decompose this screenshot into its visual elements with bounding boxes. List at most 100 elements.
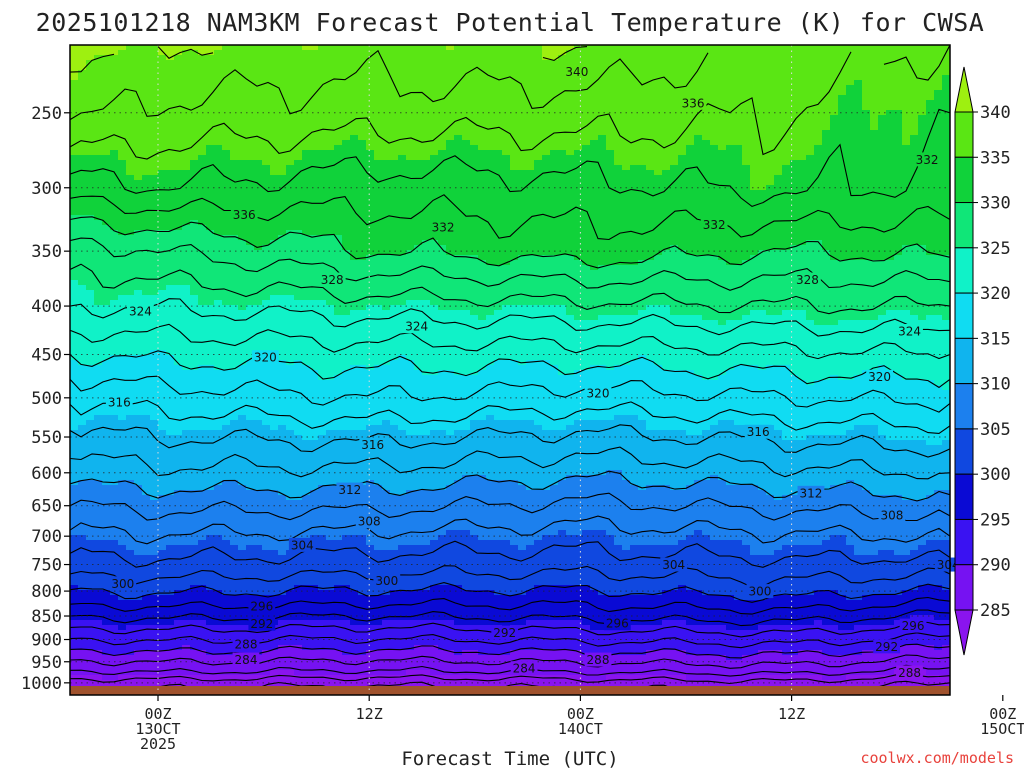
x-tick-label: 13OCT (135, 720, 180, 738)
field-cell (262, 650, 343, 656)
field-cell (814, 320, 839, 326)
contour-label-bg (232, 652, 260, 667)
field-cell (358, 135, 455, 141)
field-cell (414, 365, 487, 371)
field-cell (790, 160, 950, 166)
field-cell (134, 650, 207, 656)
field-cell (350, 255, 367, 261)
field-cell (822, 620, 895, 626)
field-cell (694, 140, 711, 146)
field-cell (678, 540, 743, 546)
isentrope-284 (70, 673, 950, 685)
field-cell (342, 535, 367, 541)
contour-label-bg (105, 394, 133, 409)
field-cell (726, 370, 791, 376)
field-cell (142, 490, 175, 496)
contour-label: 320 (254, 351, 277, 365)
colorbar-label: 330 (980, 194, 1011, 214)
colorbar-label: 340 (980, 103, 1011, 123)
field-cell (70, 440, 927, 446)
field-cell (70, 85, 847, 91)
field-cell (70, 220, 103, 226)
field-cell (134, 230, 215, 236)
isentrope-298 (70, 596, 950, 615)
contour-label-bg (584, 385, 612, 400)
field-cell (278, 645, 303, 651)
field-cell (758, 485, 831, 491)
field-cell (70, 315, 479, 321)
field-cell (446, 430, 455, 436)
field-cell (70, 370, 319, 376)
field-cell (70, 375, 319, 381)
y-tick-label: 900 (31, 631, 62, 651)
field-cell (270, 295, 295, 301)
field-cell (566, 530, 583, 536)
field-cell (70, 495, 151, 501)
isentrope-290 (70, 643, 950, 659)
field-cell (830, 125, 871, 131)
field-cell (926, 540, 950, 546)
field-cell (70, 460, 950, 466)
field-cell (854, 425, 879, 431)
field-cell (670, 305, 950, 311)
field-cell (70, 540, 119, 546)
field-cell (614, 155, 679, 161)
field-cell (70, 115, 831, 121)
field-cell (230, 420, 263, 426)
field-cell (806, 155, 950, 161)
field-cell (70, 270, 950, 276)
field-cell (638, 260, 727, 266)
field-cell (102, 650, 135, 656)
field-cell (478, 535, 543, 541)
field-cell (318, 375, 335, 381)
field-cell (294, 160, 511, 166)
colorbar-band (954, 337, 974, 385)
field-cell (790, 245, 823, 251)
field-cell (222, 145, 335, 151)
field-cell (350, 365, 367, 371)
field-cell (70, 240, 247, 246)
field-cell (398, 545, 519, 551)
contour-label-bg (510, 661, 538, 676)
field-cell (566, 150, 575, 156)
field-cell (86, 285, 167, 291)
field-cell (726, 320, 815, 326)
field-cell (110, 590, 175, 596)
field-cell (206, 145, 223, 151)
field-cell (454, 430, 687, 436)
field-cell (406, 670, 431, 676)
field-cell (750, 170, 783, 176)
field-cell (806, 435, 887, 441)
field-cell (910, 550, 950, 556)
isentrope-300 (70, 582, 950, 603)
field-cell (70, 585, 79, 591)
field-cell (70, 615, 911, 621)
field-cell (750, 550, 775, 556)
field-cell (70, 150, 111, 156)
field-cell (70, 350, 151, 356)
field-cell (702, 430, 783, 436)
field-cell (566, 50, 950, 56)
contour-label-bg (336, 482, 364, 497)
isentrope-336 (70, 45, 950, 160)
field-cell (718, 145, 727, 151)
field-cell (574, 315, 599, 321)
contour-label: 324 (129, 305, 152, 319)
field-cell (430, 300, 950, 306)
contour-label: 300 (111, 577, 134, 591)
field-cell (94, 415, 119, 421)
field-cell (350, 585, 431, 591)
field-cell (70, 580, 950, 586)
field-cell (238, 365, 311, 371)
field-cell (886, 365, 950, 371)
plot-frame (69, 44, 951, 696)
field-cell (70, 225, 111, 231)
field-cell (694, 370, 727, 376)
field-cell (190, 160, 263, 166)
field-cell (662, 170, 751, 176)
field-cell (742, 145, 815, 151)
isentrope-326 (70, 263, 950, 315)
field-cell (846, 540, 927, 546)
field-cell (270, 670, 295, 676)
